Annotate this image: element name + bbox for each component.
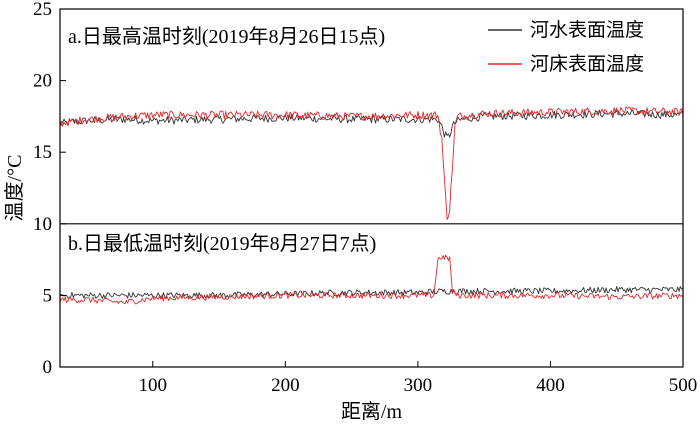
text-layer: 0 5 10 15 20 25 100 200 300 400 500 距离/m 温度/°C a.日最高温… [3,0,697,423]
series-line-panel1-2 [59,106,684,221]
axes-layer [59,8,684,368]
x-axis-title: 距离/m [341,400,403,423]
legend-label-2: 河床表面温度 [530,53,644,75]
x-tick-label: 100 [139,375,168,396]
y-tick-label: 15 [33,142,52,163]
y-axis-title: 温度/°C [3,155,26,222]
plot-frame [59,8,684,368]
panel-a-title: a.日最高温时刻(2019年8月26日15点) [68,25,385,48]
legend-label-1: 河水表面温度 [530,19,644,41]
x-tick-label: 200 [271,375,300,396]
series-line-panel2-2 [59,254,684,305]
panel-b-title: b.日最低温时刻(2019年8月27日7点) [68,232,376,255]
x-tick-label: 300 [404,375,433,396]
y-tick-label: 25 [33,0,52,20]
x-tick-label: 400 [536,375,565,396]
series-line-panel1-1 [59,109,684,138]
y-tick-label: 0 [43,357,53,378]
series-layer [59,106,684,305]
y-tick-label: 20 [33,71,52,92]
y-tick-label: 10 [33,214,52,235]
x-tick-label: 500 [669,375,698,396]
y-tick-label: 5 [43,285,53,306]
